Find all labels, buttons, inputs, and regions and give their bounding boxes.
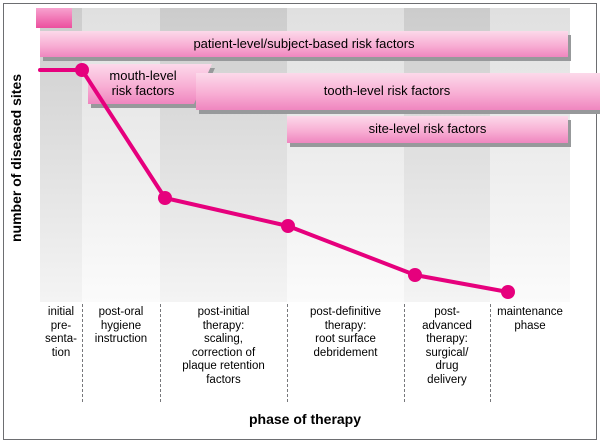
banner-patient-level: patient-level/subject-based risk factors (40, 31, 568, 57)
trend-data-point (75, 63, 89, 77)
phase-separator (490, 304, 491, 402)
phase-label-post-initial-therapy: post-initial therapy: scaling, correctio… (182, 306, 265, 386)
trend-data-point (408, 268, 422, 282)
banner-tooth-level: tooth-level risk factors (196, 73, 578, 110)
phase-label-post-oral-hygiene: post-oral hygiene instruction (94, 306, 148, 346)
phase-separator (82, 304, 83, 402)
banner-patient-level-label: patient-level/subject-based risk factors (193, 35, 415, 51)
phase-separator (287, 304, 288, 402)
banner-site-level-label: site-level risk factors (368, 121, 487, 137)
x-axis-label: phase of therapy (248, 411, 362, 427)
trend-line-svg (38, 63, 515, 299)
banner-tooth-level-label: tooth-level risk factors (323, 83, 451, 99)
phase-band (287, 8, 404, 302)
phase-separator (404, 304, 405, 402)
phase-band (40, 8, 82, 302)
banner-site-level: site-level risk factors (287, 116, 568, 143)
phase-label-post-advanced-therapy: post- advanced therapy: surgical/ drug d… (422, 306, 472, 386)
banner-mouth-level-label: mouth-level risk factors (109, 68, 177, 98)
banner-mouth-level: mouth-level risk factors (88, 64, 198, 104)
trend-data-point (158, 191, 172, 205)
phase-band (82, 8, 160, 302)
phase-separator (160, 304, 161, 402)
phase-label-post-definitive-therapy: post-definitive therapy: root surface de… (310, 306, 381, 359)
trend-data-point (281, 219, 295, 233)
y-axis-label: number of diseased sites (8, 73, 24, 243)
phase-label-initial-presentation: initial pre- senta- tion (45, 306, 77, 359)
corner-accent (36, 8, 72, 28)
phase-label-maintenance: maintenance phase (497, 306, 563, 332)
trend-data-point (501, 285, 515, 299)
phase-band (404, 8, 490, 302)
phase-band (490, 8, 570, 302)
phase-band (160, 8, 287, 302)
